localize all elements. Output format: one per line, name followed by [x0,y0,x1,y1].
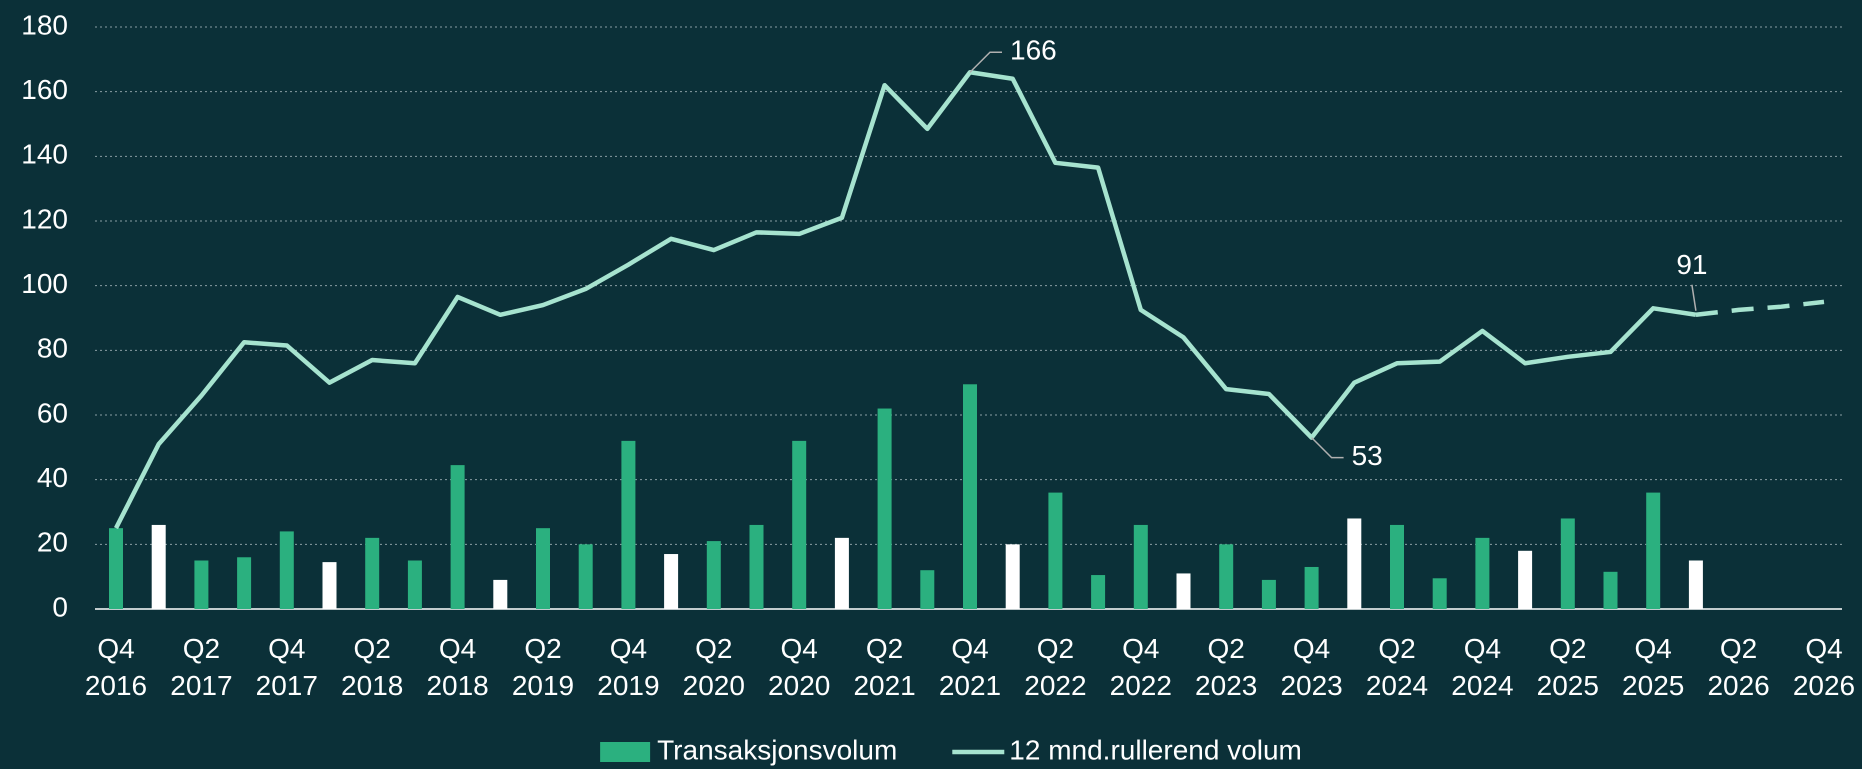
bar [237,557,252,609]
bar [1518,550,1533,609]
legend-label: 12 mnd.rullerend volum [1009,734,1302,765]
data-label: 91 [1676,249,1707,280]
bar [749,524,764,609]
x-tick-label: Q2 2022 [1024,633,1086,701]
bar [1560,518,1575,609]
bar [1347,518,1362,609]
bar [1390,524,1404,609]
y-tick-label: 20 [37,527,68,558]
y-tick-label: 80 [37,333,68,364]
x-tick-label: Q2 2024 [1366,633,1428,701]
y-tick-label: 40 [37,462,68,493]
x-tick-label: Q2 2018 [341,633,403,701]
x-tick-label: Q4 2021 [939,633,1001,701]
x-tick-label: Q4 2026 [1793,633,1855,701]
bar [578,544,593,609]
x-tick-label: Q4 2018 [426,633,488,701]
bar [1475,537,1490,609]
x-tick-label: Q2 2021 [853,633,915,701]
bar [1133,524,1148,609]
x-tick-label: Q4 2025 [1622,633,1684,701]
forecast-line [1695,299,1825,318]
y-tick-label: 60 [37,397,68,428]
legend: Transaksjonsvolum 12 mnd.rullerend volum [600,734,1302,765]
bar [322,562,337,609]
bar [109,528,123,609]
bar [877,408,892,609]
legend-label: Transaksjonsvolum [657,734,897,765]
bar [792,440,807,609]
leader-line [1311,437,1344,459]
bar [536,528,550,609]
bar [1688,560,1703,609]
bar [279,531,294,609]
legend-swatch [600,742,651,762]
bar [1219,544,1234,609]
bar [706,541,721,609]
bar [1646,492,1661,609]
x-tick-label: Q2 2019 [512,633,574,701]
leader-line [969,51,1002,73]
y-tick-label: 160 [21,74,68,105]
bar [1261,579,1276,609]
bar [1432,578,1447,609]
bar [963,384,977,609]
bar [365,537,380,609]
x-tick-label: Q4 2020 [768,633,830,701]
bar [1176,573,1191,609]
x-tick-label: Q4 2016 [85,633,147,701]
x-tick-label: Q4 2017 [256,633,318,701]
bar [493,579,508,609]
bar [407,560,422,609]
bar [920,570,935,609]
bar [194,560,209,609]
y-tick-label: 100 [21,268,68,299]
bar [664,554,679,609]
x-tick-label: Q4 2024 [1451,633,1513,701]
bar [450,465,465,609]
bar [1091,575,1106,609]
x-tick-label: Q4 2019 [597,633,659,701]
x-tick-label: Q2 2020 [683,633,745,701]
x-tick-label: Q2 2025 [1537,633,1599,701]
x-tick-label: Q2 2017 [170,633,232,701]
bar [1304,566,1319,609]
y-tick-label: 0 [52,591,68,622]
data-label: 166 [1010,35,1057,66]
bar [1005,544,1020,609]
data-label: 53 [1352,440,1383,471]
bar [151,524,166,609]
bar [834,537,849,609]
x-tick-label: Q4 2022 [1110,633,1172,701]
bar [621,440,636,609]
x-tick-label: Q4 2023 [1280,633,1342,701]
y-tick-label: 120 [21,203,68,234]
bar [1603,571,1618,609]
leader-line [1691,284,1697,311]
x-tick-label: Q2 2023 [1195,633,1257,701]
y-tick-label: 140 [21,139,68,170]
bar [1048,492,1063,609]
y-tick-label: 180 [21,9,68,40]
line [113,70,1697,530]
x-tick-label: Q2 2026 [1707,633,1769,701]
